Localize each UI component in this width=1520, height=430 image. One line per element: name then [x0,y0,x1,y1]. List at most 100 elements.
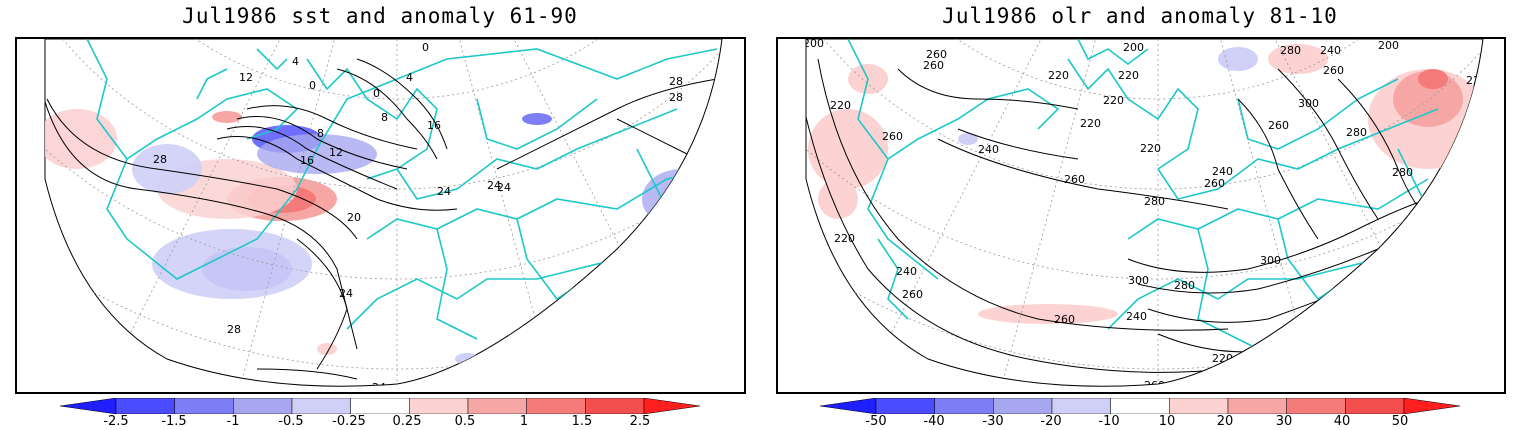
olr-colorbar-swatch [1345,398,1405,414]
olr-colorbar-label: -50 [865,414,887,429]
olr-contour-label: 200 [1288,323,1309,336]
olr-contour-label: 260 [923,59,944,72]
sst-contour-label: 24 [21,47,35,60]
olr-contour-label: 260 [1054,313,1075,326]
olr-contour-label: 280 [1346,126,1367,139]
sst-colorbar-swatch [585,398,645,414]
sst-colorbar [60,398,700,414]
olr-map-svg: 200 200 200 260 260 220 220 220 220 280 … [803,39,1484,392]
olr-contour-label: 300 [1260,254,1281,267]
olr-contour-label: 240 [896,265,917,278]
sst-colorbar-label: 1 [519,414,529,429]
olr-contour-labels: 200 200 200 260 260 220 220 220 220 280 … [803,39,1483,392]
sst-colorbar-arrow-high [643,398,700,414]
olr-contour-label: 200 [1378,39,1399,52]
olr-contour-label: 220 [830,99,851,112]
sst-contour-label: 24 [339,287,353,300]
sst-colorbar-labels: -2.5 -1.5 -1 -0.5 -0.25 0.25 0.5 1 1.5 2… [0,414,760,430]
olr-contour-label: 220 [1212,352,1233,365]
olr-contour-label: 280 [1392,166,1413,179]
sst-colorbar-label: 2.5 [629,414,651,429]
sst-colorbar-label: 0.5 [454,414,476,429]
olr-contour-label: 260 [1144,379,1165,392]
olr-colorbar-swatch [1051,398,1111,414]
sst-contour-labels: 24 28 12 4 4 0 0 0 8 8 12 16 16 28 28 28 [21,41,683,392]
olr-contour-label: 220 [834,232,855,245]
sst-colorbar-swatch [233,398,293,414]
olr-contour-label: 280 [1174,279,1195,292]
olr-contour-label: 220 [1118,69,1139,82]
sst-contour-label: 0 [422,41,429,54]
sst-contour-label: 24 [437,185,451,198]
sst-contour-label: 16 [300,154,314,167]
olr-colorbar-swatch [1227,398,1287,414]
olr-colorbar [820,398,1460,414]
sst-contour-label: 8 [381,111,388,124]
sst-contour-label: 16 [427,119,441,132]
olr-panel: Jul1986 olr and anomaly 81-10 [760,0,1520,430]
olr-colorbar-label: 50 [1391,414,1409,429]
sst-contour-label: 28 [25,124,39,137]
sst-contour-label: 28 [669,75,683,88]
olr-colorbar-swatch [1110,398,1170,414]
sst-contour-label: 24 [497,181,511,194]
sst-contour-label: 28 [153,153,167,166]
sst-colorbar-label: -1 [226,414,240,429]
olr-contour-label: 260 [902,288,923,301]
sst-colorbar-label: 1.5 [571,414,593,429]
olr-colorbar-label: -10 [1098,414,1120,429]
olr-colorbar-swatch [875,398,935,414]
sst-panel: Jul1986 sst and anomaly 61-90 [0,4,760,430]
olr-contour-label: 260 [926,48,947,61]
sst-colorbar-swatch [409,398,469,414]
sst-colorbar-swatch [115,398,175,414]
olr-contour-label: 220 [1140,142,1161,155]
olr-contour-label: 300 [1298,97,1319,110]
sst-colorbar-swatch [291,398,351,414]
sst-contour-label: 4 [292,55,299,68]
olr-contour-label: 240 [1320,44,1341,57]
sst-contour-label: 8 [317,127,324,140]
olr-colorbar-swatch [934,398,994,414]
olr-contour-label: 260 [1204,177,1225,190]
sst-contour-label: 24 [372,381,386,392]
olr-colorbar-swatch [1169,398,1229,414]
olr-contour-label: 260 [882,130,903,143]
olr-contour-label: 220 [1048,69,1069,82]
sst-colorbar-swatch [526,398,586,414]
olr-domain-boundary [805,39,1484,387]
olr-colorbar-label: -30 [982,414,1004,429]
olr-contour-label: 240 [1212,165,1233,178]
sst-map: 24 28 12 4 4 0 0 0 8 8 12 16 16 28 28 28 [15,37,746,394]
olr-contour-label: 260 [1268,119,1289,132]
sst-contour-label: 28 [669,91,683,104]
sst-contour-label: 0 [373,87,380,100]
olr-contour-label: 200 [1123,41,1144,54]
olr-colorbar-label: 40 [1333,414,1351,429]
sst-contours [45,58,718,380]
olr-contour-label: 220 [1080,117,1101,130]
sst-contour-label: 12 [239,71,253,84]
olr-contour-label: 220 [1103,94,1124,107]
sst-contour-label: 20 [347,211,361,224]
sst-colorbar-swatch [350,398,410,414]
sst-colorbar-label: -0.25 [332,414,366,429]
olr-contour-label: 200 [803,39,824,50]
olr-contour-label: 280 [1144,195,1165,208]
olr-contour-label: 260 [1064,173,1085,186]
olr-map: 200 200 200 260 260 220 220 220 220 280 … [776,37,1506,394]
olr-map-title: Jul1986 olr and anomaly 81-10 [942,4,1338,28]
sst-map-svg: 24 28 12 4 4 0 0 0 8 8 12 16 16 28 28 28 [21,39,723,392]
sst-contour-label: 12 [329,146,343,159]
sst-colorbar-swatch [174,398,234,414]
olr-colorbar-label: 10 [1158,414,1176,429]
olr-contour-label: 240 [1226,363,1247,376]
olr-colorbar-label: 20 [1216,414,1234,429]
olr-contour-label: 240 [1126,310,1147,323]
sst-colorbar-arrow-low [60,398,117,414]
olr-colorbar-label: -40 [923,414,945,429]
olr-colorbar-arrow-high [1403,398,1460,414]
sst-colorbar-label: 0.25 [392,414,422,429]
olr-colorbar-bar [820,398,1460,414]
olr-contour-label: 240 [978,143,999,156]
